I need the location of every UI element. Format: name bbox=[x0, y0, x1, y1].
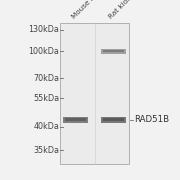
Bar bbox=[63, 117, 88, 123]
Text: 100kDa: 100kDa bbox=[28, 47, 59, 56]
Text: RAD51B: RAD51B bbox=[134, 115, 169, 124]
Bar bbox=[101, 49, 126, 54]
Bar bbox=[65, 118, 86, 121]
Text: 35kDa: 35kDa bbox=[33, 146, 59, 155]
Bar bbox=[101, 117, 126, 123]
Bar bbox=[103, 50, 124, 52]
Text: 55kDa: 55kDa bbox=[33, 94, 59, 103]
Text: Rat kidney: Rat kidney bbox=[108, 0, 140, 20]
Text: Mouse kidney: Mouse kidney bbox=[70, 0, 110, 20]
Bar bbox=[103, 118, 124, 121]
Text: 130kDa: 130kDa bbox=[28, 25, 59, 34]
Bar bbox=[60, 23, 129, 164]
Text: 40kDa: 40kDa bbox=[33, 122, 59, 131]
Text: 70kDa: 70kDa bbox=[33, 74, 59, 83]
